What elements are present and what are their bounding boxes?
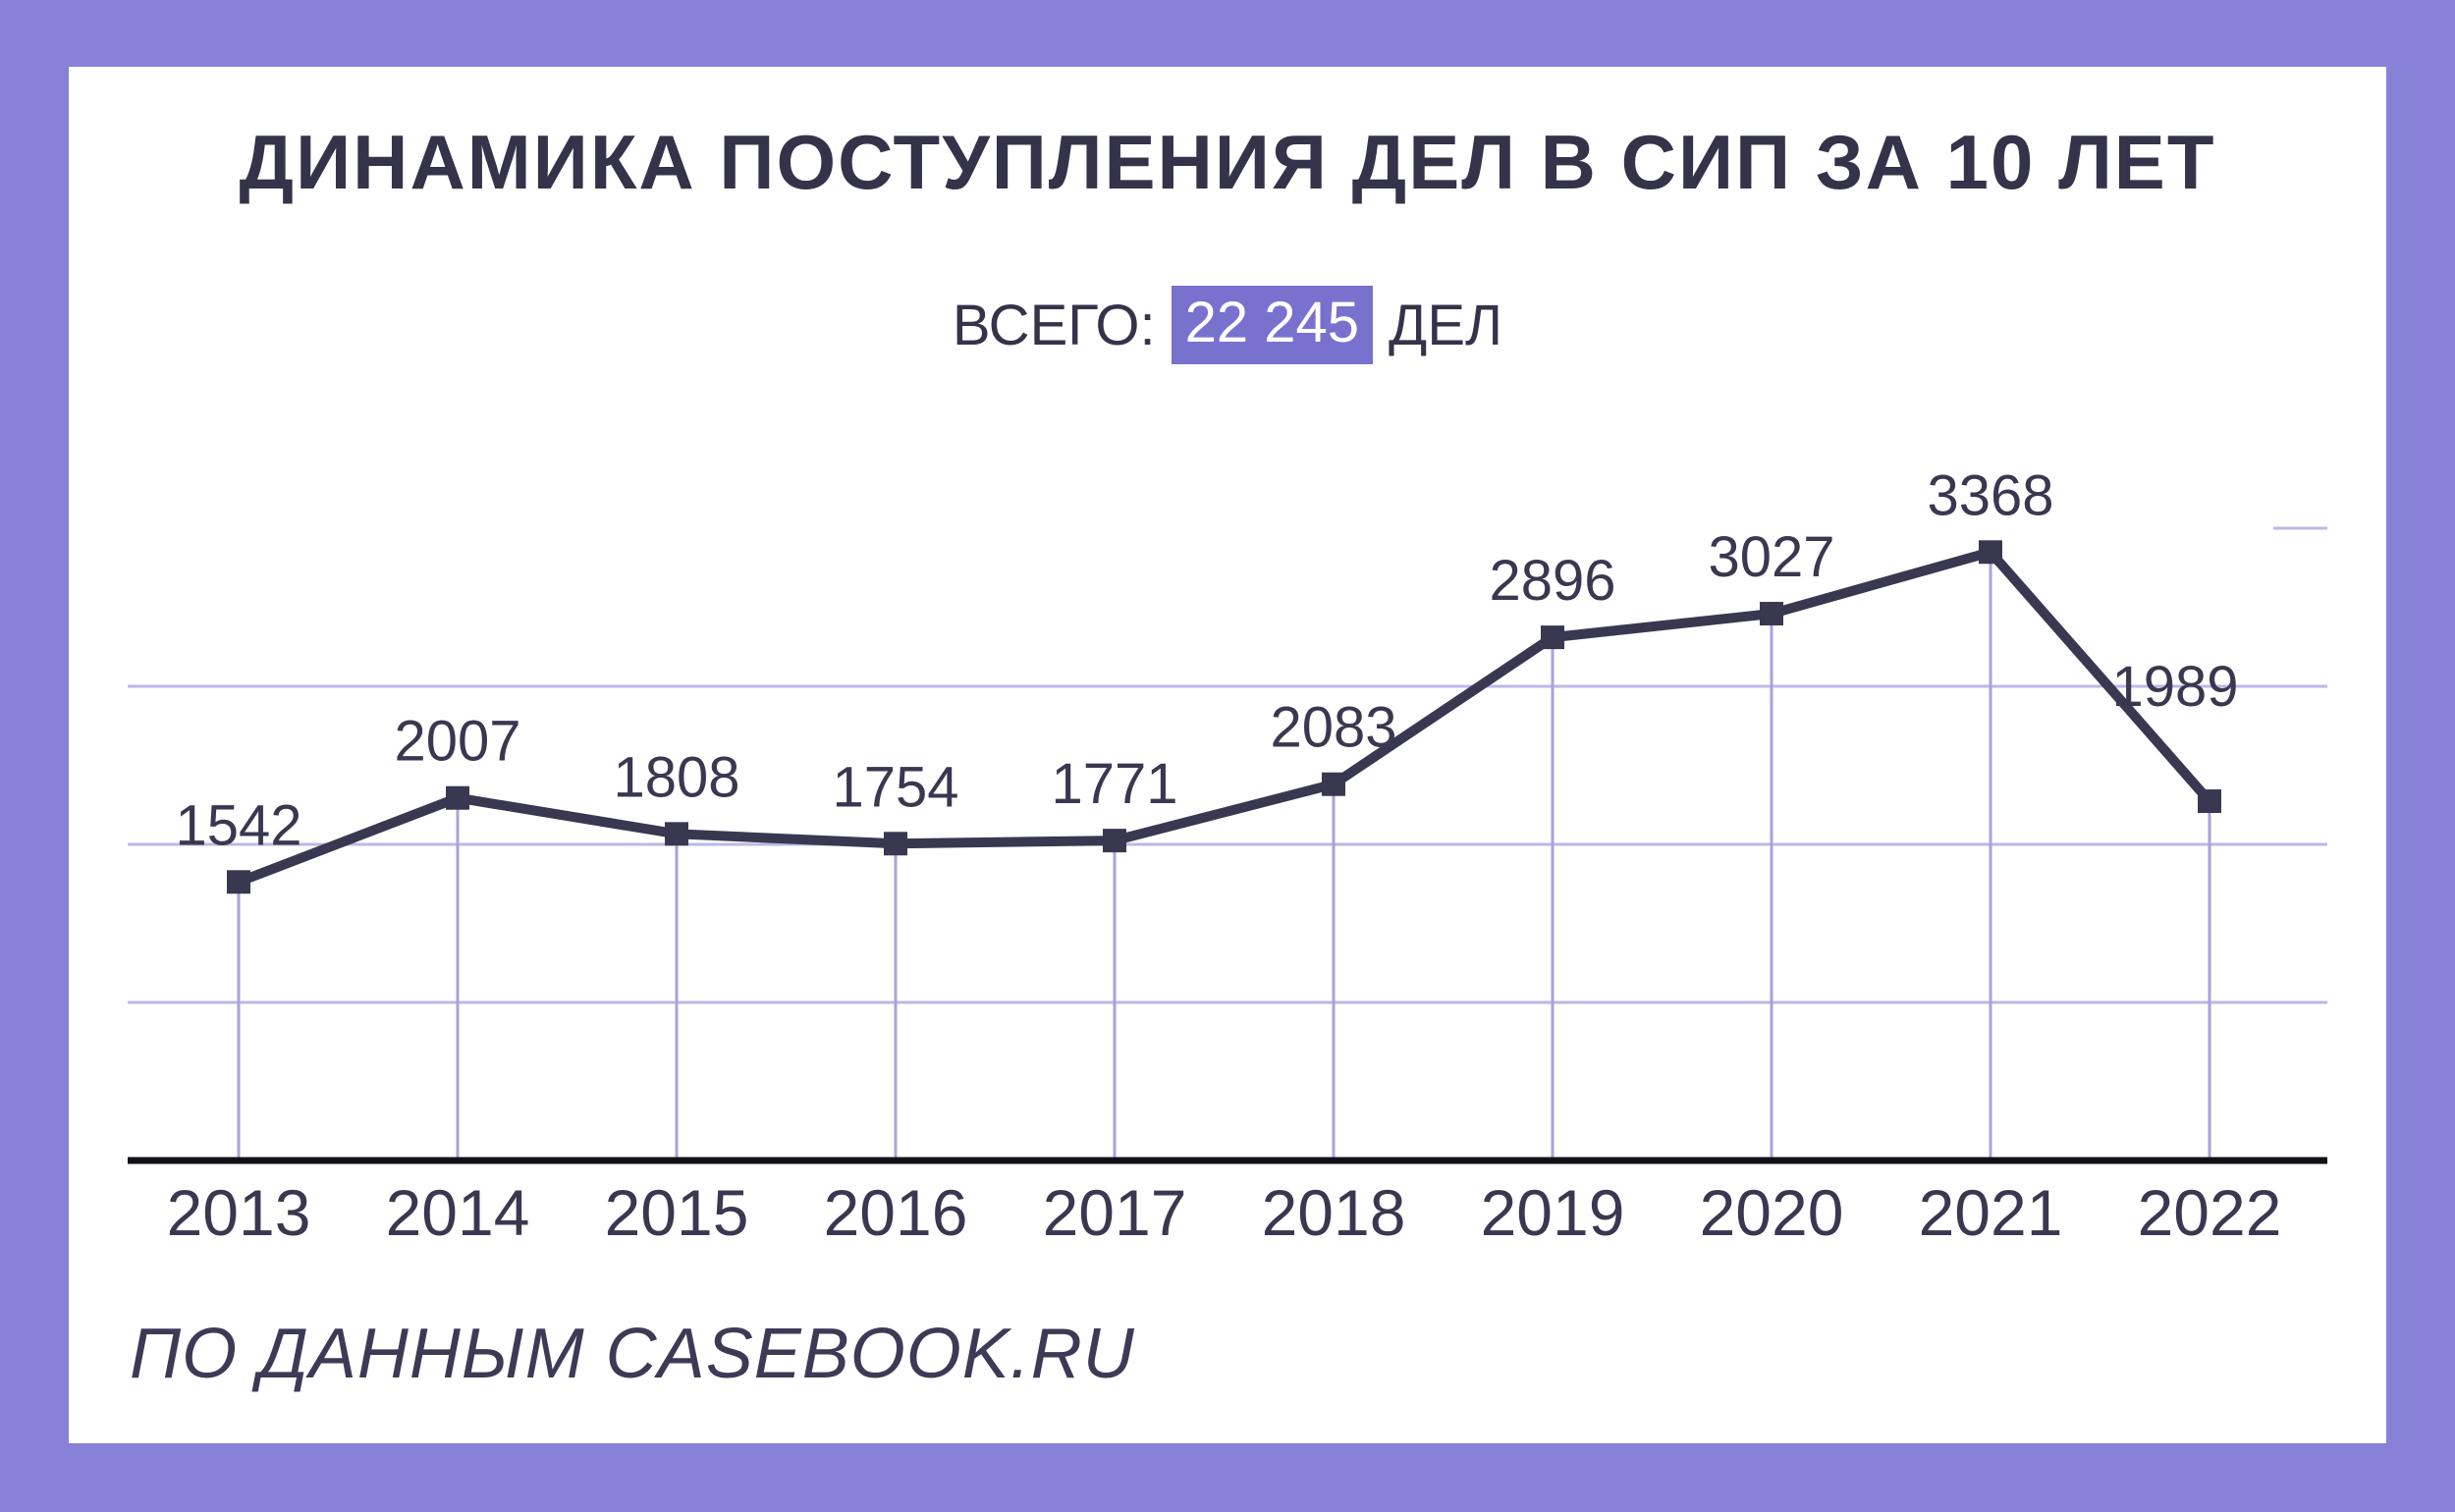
year-tick-label: 2020 [1700, 1176, 1844, 1249]
year-tick-label: 2019 [1481, 1176, 1625, 1249]
data-point-label: 2083 [1270, 696, 1396, 760]
year-tick-label: 2014 [386, 1176, 530, 1249]
subtitle-prefix: ВСЕГО: [952, 293, 1156, 357]
page-title: ДИНАМИКА ПОСТУПЛЕНИЯ ДЕЛ В СИП ЗА 10 ЛЕТ [239, 119, 2216, 205]
total-cases-badge: 22 245 [1171, 286, 1374, 364]
year-tick-label: 2013 [167, 1176, 311, 1249]
data-point-label: 2896 [1489, 549, 1615, 613]
year-tick-label: 2022 [2138, 1176, 2282, 1249]
data-point-marker [1760, 602, 1783, 626]
data-point-label: 1989 [2111, 655, 2238, 719]
data-point-marker [446, 785, 469, 810]
data-point-label: 2007 [394, 710, 520, 774]
data-point-label: 3027 [1708, 525, 1834, 589]
data-point-marker [1103, 829, 1126, 853]
data-point-label: 1542 [175, 793, 301, 857]
subtitle: ВСЕГО: 22 245 ДЕЛ [0, 286, 2455, 364]
data-point-marker [665, 822, 688, 846]
data-point-label: 1808 [613, 745, 739, 809]
year-tick-label: 2016 [824, 1176, 968, 1249]
subtitle-suffix: ДЕЛ [1389, 293, 1503, 357]
data-point-marker [2198, 789, 2221, 814]
year-tick-label: 2015 [605, 1176, 749, 1249]
data-source-note: ПО ДАННЫМ CASEBOOK.RU [130, 1315, 1135, 1393]
data-point-marker [1979, 540, 2002, 565]
data-point-marker [227, 870, 250, 894]
data-point-marker [1322, 772, 1345, 796]
data-point-label: 1754 [832, 755, 958, 819]
data-point-label: 1771 [1051, 752, 1177, 816]
year-tick-label: 2021 [1919, 1176, 2063, 1249]
year-tick-label: 2017 [1043, 1176, 1187, 1249]
data-point-marker [884, 832, 907, 856]
data-point-label: 3368 [1927, 463, 2053, 527]
year-tick-label: 2018 [1262, 1176, 1406, 1249]
series-line [237, 546, 2213, 887]
data-point-marker [1541, 625, 1564, 650]
